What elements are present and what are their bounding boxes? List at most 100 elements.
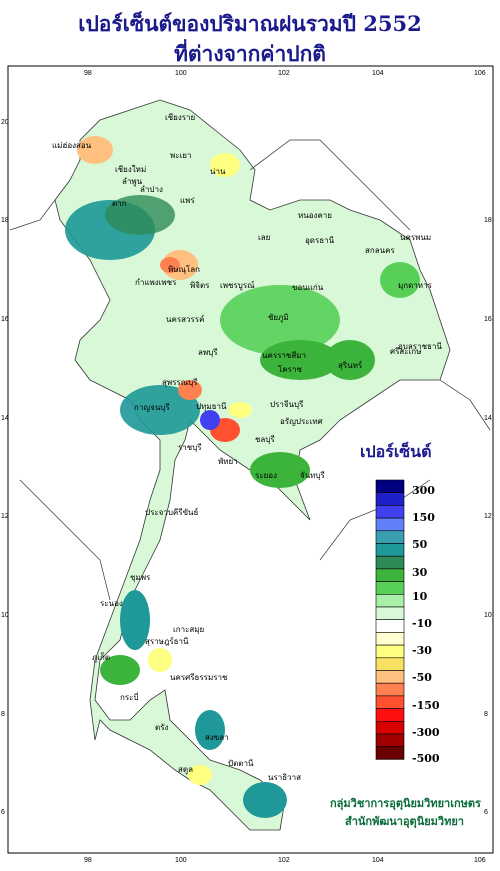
province-label: นราธิวาส (268, 773, 301, 782)
province-label: ตรัง (155, 723, 168, 732)
legend-swatch (375, 733, 405, 747)
province-label: สงขลา (205, 733, 229, 742)
province-label: กระบี่ (120, 691, 139, 702)
lon-tick-label: 104 (372, 70, 384, 77)
legend-label: 300 (412, 484, 435, 497)
province-label: ปทุมธานี (196, 402, 227, 411)
legend-swatch (375, 530, 405, 544)
legend-swatch (375, 720, 405, 735)
province-label: น่าน (210, 167, 226, 176)
province-label: ลพบุรี (198, 348, 218, 357)
lon-tick-label: 98 (84, 70, 92, 77)
province-label: ชุมพร (130, 573, 151, 582)
legend-swatch (375, 555, 405, 570)
province-label: ปราจีนบุรี (270, 400, 304, 409)
province-label: พะเยา (170, 151, 191, 160)
legend-label: -50 (412, 671, 432, 684)
province-label: ชลบุรี (255, 435, 275, 444)
province-label: แพร่ (180, 196, 195, 205)
province-label: มุกดาหาร (398, 281, 433, 290)
legend-label: 50 (412, 538, 428, 551)
map-title-line1: เปอร์เซ็นต์ของปริมาณฝนรวมปี 2552 (78, 11, 422, 36)
legend: 300 150 50 30 10 -10 -30 -50 -150 -300 -500 (375, 479, 440, 765)
province-label: ราชบุรี (178, 443, 202, 452)
lon-tick-label: 106 (474, 70, 486, 77)
province-label: หนองคาย (298, 211, 332, 220)
province-label: นครศรีธรรมราช (170, 673, 228, 682)
province-label: อรัญประเทศ (280, 417, 323, 426)
province-label: อุดรธานี (305, 236, 335, 245)
legend-swatch (375, 657, 405, 671)
lat-tick-label: 12 (484, 513, 492, 520)
lon-tick-label: 102 (278, 857, 290, 864)
province-label: เพชรบูรณ์ (220, 280, 255, 291)
province-label: กำแพงเพชร (135, 278, 177, 287)
legend-swatch (375, 517, 405, 532)
province-label: พิษณุโลก (168, 264, 200, 274)
province-label: นครราชสีมา (262, 351, 306, 360)
lon-tick-label: 100 (175, 857, 187, 864)
province-label: จันทบุรี (300, 471, 326, 480)
legend-label: -500 (412, 752, 440, 765)
legend-swatch (375, 644, 405, 659)
lon-tick-label: 98 (84, 857, 92, 864)
legend-swatch (375, 505, 405, 519)
province-label: ภูเก็ต (92, 652, 110, 663)
legend-title: เปอร์เซ็นต์ (360, 442, 432, 461)
legend-swatch (375, 632, 405, 646)
anomaly-patches (65, 136, 420, 818)
province-label: ประจวบคีรีขันธ์ (145, 507, 199, 517)
legend-swatch (375, 746, 405, 760)
province-label: ขอนแก่น (292, 283, 324, 292)
border-lines (9, 139, 491, 601)
legend-swatch (375, 543, 405, 557)
lat-tick-label: 18 (1, 217, 9, 224)
province-label: อุบลราชธานี (398, 342, 442, 351)
province-label: สุราษฎร์ธานี (145, 636, 189, 646)
lat-tick-label: 6 (484, 809, 488, 816)
legend-label: -10 (412, 617, 432, 630)
lat-tick-label: 12 (1, 513, 9, 520)
legend-label: 30 (412, 566, 428, 579)
legend-swatch (375, 708, 405, 722)
legend-swatch (375, 695, 405, 709)
lat-tick-label: 8 (1, 711, 5, 718)
province-label: พิจิตร (190, 281, 210, 290)
map-title-line2: ที่ต่างจากค่าปกติ (174, 41, 326, 66)
legend-swatch (375, 479, 405, 493)
lat-ticks-left: 20 18 16 14 12 10 8 6 (1, 119, 9, 816)
province-label: เกาะสมุย (173, 625, 204, 634)
legend-swatch (375, 606, 405, 620)
province-label: เชียงใหม่ (115, 165, 146, 174)
province-label: นครสวรรค์ (166, 314, 204, 324)
legend-swatch (375, 682, 405, 697)
lat-tick-label: 8 (484, 711, 488, 718)
lat-tick-label: 10 (1, 612, 9, 619)
legend-swatch (375, 619, 405, 633)
lat-tick-label: 10 (484, 612, 492, 619)
legend-swatch (375, 581, 405, 595)
lat-ticks-right: 18 16 14 12 10 8 6 (484, 217, 492, 816)
lon-ticks-bottom: 98 100 102 104 106 (84, 857, 486, 864)
province-label: แม่ฮ่องสอน (52, 141, 92, 150)
legend-label: 150 (412, 511, 435, 524)
lat-tick-label: 16 (1, 316, 9, 323)
province-label: นครพนม (400, 233, 431, 242)
lat-tick-label: 14 (1, 415, 9, 422)
province-label: ปัตตานี (228, 759, 254, 768)
lat-tick-label: 6 (1, 809, 5, 816)
province-label: เชียงราย (165, 113, 195, 122)
legend-label: -30 (412, 644, 432, 657)
lon-tick-label: 102 (278, 70, 290, 77)
province-label: ชัยภูมิ (268, 313, 289, 323)
credit-line2: สำนักพัฒนาอุตุนิยมวิทยา (345, 815, 464, 828)
legend-swatch (375, 670, 405, 684)
province-label: สุรินทร์ (338, 360, 363, 370)
province-label: สกลนคร (365, 246, 395, 255)
lon-tick-label: 106 (474, 857, 486, 864)
lat-tick-label: 16 (484, 316, 492, 323)
lat-tick-label: 20 (1, 119, 9, 126)
province-label: เลย (258, 233, 270, 242)
legend-label: -150 (412, 699, 440, 712)
